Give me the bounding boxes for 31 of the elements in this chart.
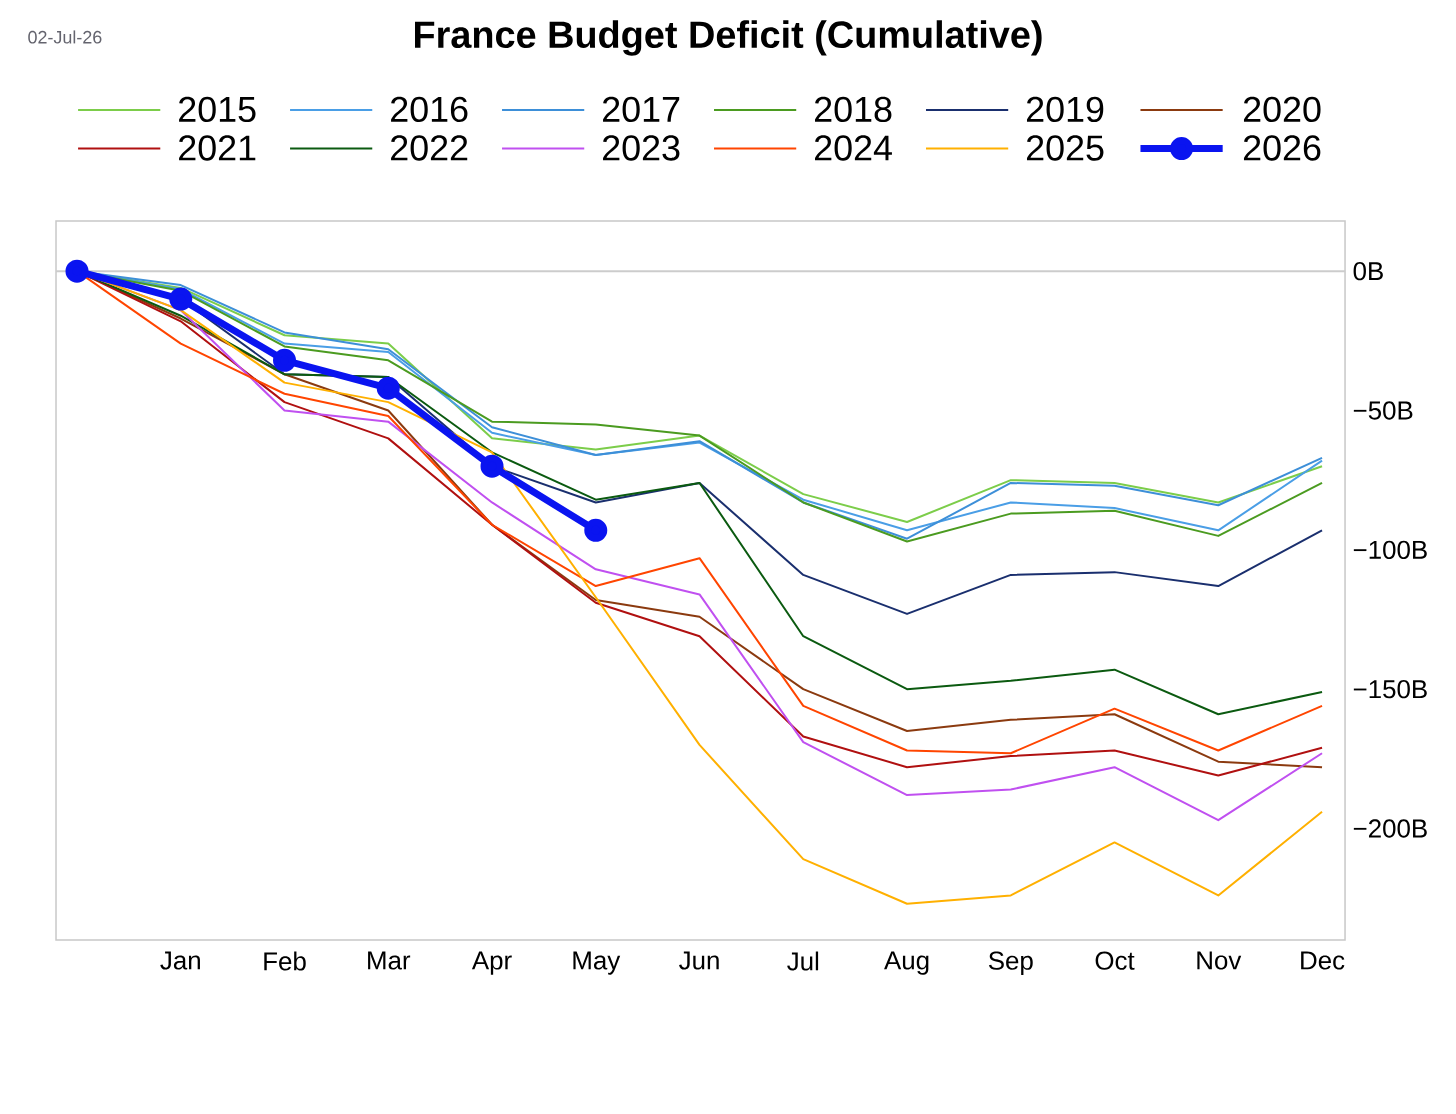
legend-label: 2026: [1243, 135, 1321, 161]
y-tick-label: −200B: [1353, 819, 1427, 838]
legend-label: 2020: [1243, 96, 1321, 123]
x-tick-label: Mar: [368, 951, 411, 970]
x-tick-label: May: [573, 951, 621, 975]
legend-label: 2015: [179, 96, 256, 123]
x-tick-label: Dec: [1301, 951, 1345, 970]
text: 02-Jul-26: [28, 30, 102, 44]
chart-title: France Budget Deficit (Cumulative): [415, 20, 1042, 56]
legend-label: 2025: [1026, 135, 1104, 161]
x-tick-label: Feb: [264, 951, 306, 971]
y-tick-label: 0B: [1353, 261, 1383, 281]
x-tick-label: Jun: [679, 951, 719, 970]
legend-label: 2022: [391, 135, 468, 161]
x-tick-label: Apr: [471, 951, 512, 975]
x-tick-label: Sep: [988, 951, 1033, 975]
legend-label: 2023: [603, 135, 680, 161]
legend-label: 2019: [1026, 96, 1104, 123]
y-tick-label: −50B: [1353, 401, 1413, 420]
y-tick-label: −100B: [1353, 540, 1427, 559]
x-tick-label: Jan: [160, 951, 200, 970]
x-tick-label: Oct: [1095, 951, 1135, 970]
x-tick-label: Aug: [884, 951, 929, 975]
x-tick-label: Jul: [787, 951, 819, 971]
legend-label: 2021: [179, 135, 256, 161]
y-tick-label: −150B: [1353, 680, 1427, 699]
x-tick-label: Nov: [1197, 951, 1242, 970]
legend-label: 2017: [603, 96, 680, 123]
legend-label: 2018: [815, 96, 892, 123]
legend-label: 2024: [815, 135, 892, 161]
legend-label: 2016: [391, 96, 468, 123]
